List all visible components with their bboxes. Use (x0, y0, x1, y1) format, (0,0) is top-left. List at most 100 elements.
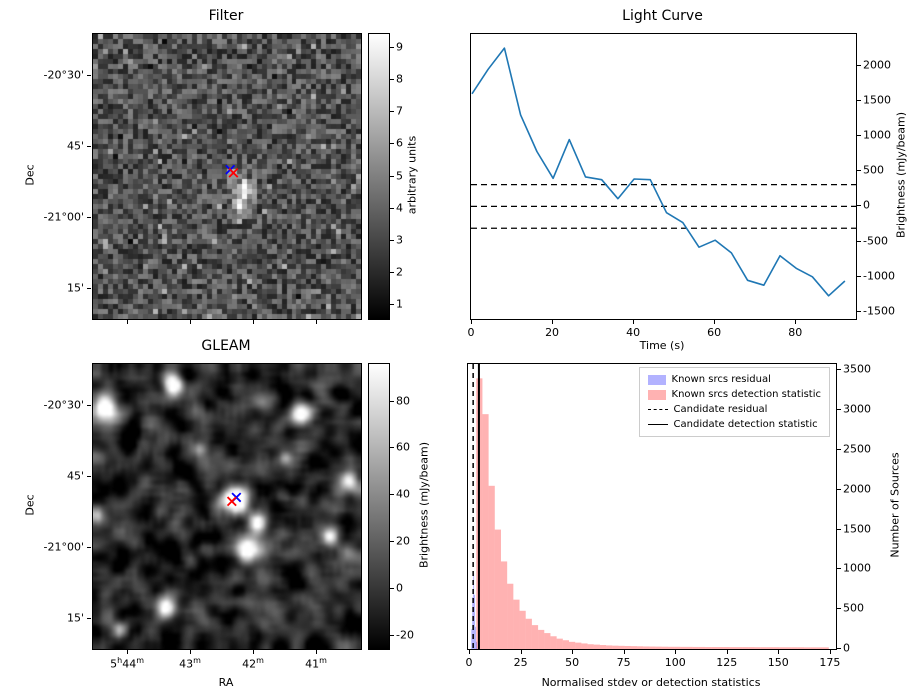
y-tick-mark (857, 64, 861, 66)
y-tick-label: -20 (396, 628, 414, 642)
y-tick-label: -20°30' (43, 68, 85, 82)
histogram-ylabel: Number of Sources (888, 452, 902, 558)
y-tick-label: 1000 (863, 128, 891, 142)
y-tick-mark (390, 635, 394, 637)
y-tick-label: 500 (863, 163, 884, 177)
x-tick-mark (829, 650, 831, 654)
y-tick-mark (837, 488, 841, 490)
y-tick-label: 60 (396, 440, 410, 454)
legend-label: Known srcs detection statistic (671, 389, 821, 400)
light-curve-plot (471, 47, 856, 297)
legend-label: Candidate residual (673, 404, 768, 415)
y-tick-label: 0 (843, 641, 850, 655)
filter-title: Filter (208, 8, 244, 24)
x-tick-mark (190, 320, 192, 324)
y-tick-label: 8 (396, 72, 403, 86)
y-tick-mark (857, 135, 861, 137)
x-tick-mark (316, 320, 318, 324)
y-tick-mark (87, 287, 91, 289)
y-tick-mark (837, 369, 841, 371)
x-tick-label: 150 (767, 656, 789, 669)
filter-marker-overlay (225, 164, 239, 178)
y-tick-label: -21°00' (43, 210, 85, 224)
filter-heatmap (93, 34, 361, 319)
x-tick-mark (253, 650, 255, 654)
y-tick-mark (390, 541, 394, 543)
y-tick-mark (857, 205, 861, 207)
histogram-legend: Known srcs residual Known srcs detection … (638, 367, 830, 437)
x-tick-mark (469, 650, 471, 654)
y-tick-mark (390, 47, 394, 49)
y-tick-label: 1000 (843, 561, 871, 575)
filter-colorbar-label: arbitrary units (405, 135, 419, 215)
gleam-title: GLEAM (201, 338, 251, 354)
y-tick-label: 3 (396, 233, 403, 247)
x-tick-mark (316, 650, 318, 654)
x-tick-mark (127, 650, 129, 654)
light-curve-title: Light Curve (622, 8, 703, 24)
y-tick-mark (390, 79, 394, 81)
y-tick-label: -500 (863, 234, 888, 248)
filter-image-axes (92, 33, 362, 320)
x-tick-label: 0 (465, 656, 473, 669)
y-tick-mark (87, 546, 91, 548)
y-tick-mark (390, 400, 394, 402)
x-tick-label: 5h44m (110, 656, 145, 671)
y-tick-label: 45' (66, 139, 84, 153)
legend-item: Candidate residual (647, 402, 821, 417)
legend-patch-swatch (647, 374, 666, 385)
y-tick-label: 3000 (843, 402, 871, 416)
x-tick-label: 125 (716, 656, 738, 669)
y-tick-label: 0 (863, 198, 870, 212)
y-tick-mark (390, 239, 394, 241)
gleam-colorbar-gradient (369, 364, 389, 649)
y-tick-label: 2 (396, 265, 403, 279)
x-tick-label: 0 (467, 326, 475, 339)
filter-ylabel: Dec (23, 164, 37, 186)
x-tick-label: 75 (616, 656, 631, 669)
y-tick-label: 1500 (843, 522, 871, 536)
light-curve-axes (470, 33, 857, 320)
x-tick-label: 40 (626, 326, 641, 339)
y-tick-mark (390, 271, 394, 273)
y-tick-mark (857, 310, 861, 312)
y-tick-mark (390, 207, 394, 209)
y-tick-mark (857, 275, 861, 277)
y-tick-label: 15' (66, 281, 84, 295)
y-tick-mark (837, 568, 841, 570)
x-tick-mark (253, 320, 255, 324)
x-tick-mark (623, 650, 625, 654)
x-tick-label: 43m (179, 656, 201, 671)
histogram-xlabel: Normalised stdev or detection statistics (541, 676, 761, 689)
legend-patch-swatch (647, 389, 666, 400)
y-tick-mark (390, 447, 394, 449)
y-tick-mark (390, 494, 394, 496)
y-tick-mark (87, 145, 91, 147)
x-tick-mark (471, 320, 472, 324)
x-tick-label: 25 (513, 656, 528, 669)
legend-item: Known srcs residual (647, 372, 821, 387)
x-tick-mark (552, 320, 554, 324)
y-tick-mark (390, 303, 394, 305)
y-tick-label: 500 (843, 601, 864, 615)
filter-colorbar-gradient (369, 34, 389, 319)
x-tick-mark (778, 650, 780, 654)
legend-label: Known srcs residual (671, 374, 771, 385)
x-tick-label: 42m (242, 656, 264, 671)
gleam-ylabel: Dec (23, 494, 37, 516)
histogram-plot (471, 364, 829, 649)
y-tick-label: -21°00' (43, 540, 85, 554)
light-curve-xlabel: Time (s) (639, 339, 685, 352)
y-tick-mark (87, 74, 91, 76)
legend-item: Known srcs detection statistic (647, 387, 821, 402)
y-tick-label: -1000 (863, 269, 895, 283)
x-tick-mark (726, 650, 728, 654)
x-tick-mark (675, 650, 677, 654)
y-tick-label: 9 (396, 40, 403, 54)
y-tick-mark (87, 475, 91, 477)
y-tick-mark (87, 617, 91, 619)
x-tick-label: 100 (664, 656, 686, 669)
y-tick-mark (87, 216, 91, 218)
y-tick-label: 3500 (843, 362, 871, 376)
